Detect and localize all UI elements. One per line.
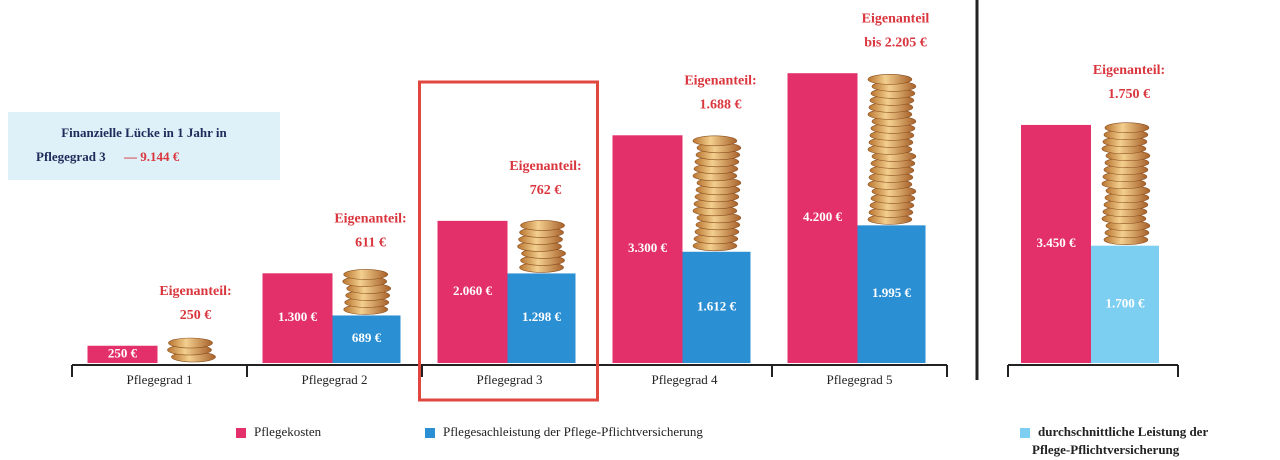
value-label: 3.450 €	[1037, 235, 1077, 250]
value-label: 4.200 €	[803, 209, 843, 224]
legend-swatch	[425, 428, 435, 438]
annotation: Eigenanteil:	[684, 74, 756, 89]
value-label: 3.300 €	[628, 240, 668, 255]
coin	[344, 269, 388, 279]
coin	[521, 220, 565, 230]
value-label: 689 €	[352, 330, 382, 345]
x-tick-label: Pflegegrad 1	[126, 372, 192, 387]
legend-label: Pflegesachleistung der Pflege-Pflichtver…	[443, 424, 703, 439]
annotation: Eigenanteil:	[509, 159, 581, 174]
note-line: Finanzielle Lücke in 1 Jahr in	[61, 125, 227, 140]
annotation: Eigenanteil:	[1093, 63, 1165, 78]
annotation: 611 €	[355, 236, 386, 251]
x-tick-label: Pflegegrad 2	[301, 372, 367, 387]
value-label: 1.995 €	[872, 285, 912, 300]
coin	[169, 338, 213, 348]
legend-label: Pflegekosten	[254, 424, 322, 439]
annotation: 762 €	[530, 183, 562, 198]
annotation: Eigenanteil:	[159, 284, 231, 299]
annotation: 1.688 €	[700, 98, 742, 113]
coin	[693, 136, 737, 146]
annotation: Eigenanteil:	[334, 212, 406, 227]
value-label: 2.060 €	[453, 283, 493, 298]
annotation: 1.750 €	[1108, 87, 1150, 102]
value-label: 1.612 €	[697, 298, 737, 313]
coin	[1105, 123, 1149, 133]
note-line: Pflegegrad 3	[36, 149, 106, 164]
annotation: Eigenanteil	[862, 11, 930, 26]
x-tick-label: Pflegegrad 4	[651, 372, 718, 387]
chart: Finanzielle Lücke in 1 Jahr in Pflegegra…	[0, 0, 1280, 460]
x-tick-label: Pflegegrad 3	[476, 372, 542, 387]
annotation: bis 2.205 €	[864, 35, 927, 50]
legend-swatch	[1020, 428, 1030, 438]
value-label: 250 €	[108, 345, 138, 360]
x-tick-label: Pflegegrad 5	[826, 372, 892, 387]
legend-swatch	[236, 428, 246, 438]
note-box	[8, 112, 280, 180]
value-label: 1.700 €	[1106, 295, 1146, 310]
note-amount: — 9.144 €	[123, 149, 180, 164]
annotation: 250 €	[180, 308, 212, 323]
value-label: 1.298 €	[522, 309, 562, 324]
coin	[868, 74, 912, 84]
value-label: 1.300 €	[278, 309, 318, 324]
